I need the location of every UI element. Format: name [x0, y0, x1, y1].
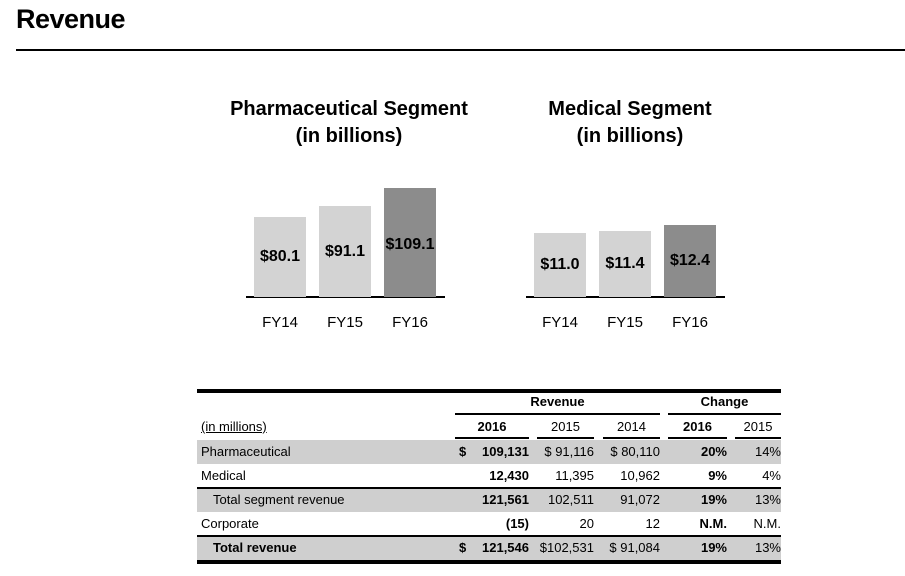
row-rule: [197, 535, 781, 537]
category-label: FY15: [327, 314, 363, 331]
table-top-rule: [197, 389, 781, 393]
chart-title: Pharmaceutical Segment (in billions): [199, 96, 499, 150]
table-cell: $ 80,110: [610, 444, 660, 459]
row-shade: [197, 536, 781, 560]
currency-symbol: $: [459, 444, 467, 459]
table-cell: 9%: [708, 468, 727, 483]
bar-fy14: $80.1: [254, 217, 306, 297]
column-header: 2015: [551, 419, 580, 434]
table-cell: 12,430: [489, 468, 529, 483]
chart-title-main: Pharmaceutical Segment: [230, 98, 468, 120]
amount: 109,131: [482, 444, 529, 459]
chart-axis: [246, 296, 445, 298]
chart-title: Medical Segment (in billions): [480, 96, 780, 150]
table-cell: 19%: [700, 540, 727, 555]
table-cell: $109,131: [455, 440, 529, 464]
bar-fy15: $91.1: [319, 206, 371, 297]
column-header: 2015: [743, 419, 773, 434]
bar-fy15: $11.4: [599, 231, 651, 297]
row-label: Medical: [201, 468, 246, 483]
table-cell: 4%: [762, 468, 781, 483]
group-rule: [455, 413, 660, 415]
table-bottom-rule: [197, 560, 781, 564]
currency-symbol: $: [459, 540, 467, 555]
bar-fy16: $12.4: [664, 225, 716, 297]
table-cell: 91,072: [620, 492, 660, 507]
revenue-group-header: Revenue: [530, 394, 585, 409]
table-cell: 10,962: [620, 468, 660, 483]
column-rule: [537, 437, 594, 439]
row-label: Pharmaceutical: [201, 444, 291, 459]
row-shade: [197, 440, 781, 464]
column-rule: [668, 437, 727, 439]
title-divider: [16, 49, 905, 51]
chart-subtitle: (in billions): [295, 125, 403, 147]
unit-label: (in millions): [201, 419, 267, 434]
table-cell: 13%: [754, 540, 781, 555]
amount: 121,546: [482, 540, 529, 555]
category-label: FY16: [672, 314, 708, 331]
column-rule: [603, 437, 660, 439]
page-title: Revenue: [16, 4, 126, 34]
change-group-header: Change: [700, 394, 749, 409]
row-rule: [197, 487, 781, 489]
category-label: FY16: [392, 314, 428, 331]
table-cell: 20%: [700, 444, 727, 459]
table-cell: $102,531: [539, 540, 594, 555]
category-label: FY14: [542, 314, 578, 331]
table-cell: 121,561: [482, 492, 529, 507]
table-cell: 11,395: [555, 468, 594, 483]
table-cell: $ 91,116: [544, 444, 594, 459]
table-cell: 13%: [754, 492, 781, 507]
column-header: 2014: [617, 419, 646, 434]
bar-fy16: $109.1: [384, 188, 436, 297]
row-shade: [197, 488, 781, 512]
row-label: Corporate: [201, 516, 259, 531]
group-rule: [668, 413, 781, 415]
table-cell: $121,546: [455, 536, 529, 560]
column-rule: [455, 437, 529, 439]
column-header: 2016: [683, 419, 712, 434]
table-cell: N.M.: [753, 516, 781, 531]
category-label: FY15: [607, 314, 643, 331]
table-cell: 14%: [754, 444, 781, 459]
chart-title-main: Medical Segment: [548, 98, 712, 120]
category-label: FY14: [262, 314, 298, 331]
table-cell: 19%: [700, 492, 727, 507]
chart-axis: [526, 296, 725, 298]
chart-subtitle: (in billions): [576, 125, 684, 147]
table-cell: 102,511: [547, 492, 594, 507]
bar-fy14: $11.0: [534, 233, 586, 297]
table-cell: N.M.: [699, 516, 727, 531]
row-label: Total segment revenue: [213, 492, 345, 507]
table-cell: 20: [579, 516, 594, 531]
column-header: 2016: [477, 419, 507, 434]
table-cell: (15): [505, 516, 529, 531]
row-label: Total revenue: [213, 540, 297, 555]
column-rule: [735, 437, 781, 439]
table-cell: 12: [645, 516, 660, 531]
table-cell: $ 91,084: [609, 540, 660, 555]
